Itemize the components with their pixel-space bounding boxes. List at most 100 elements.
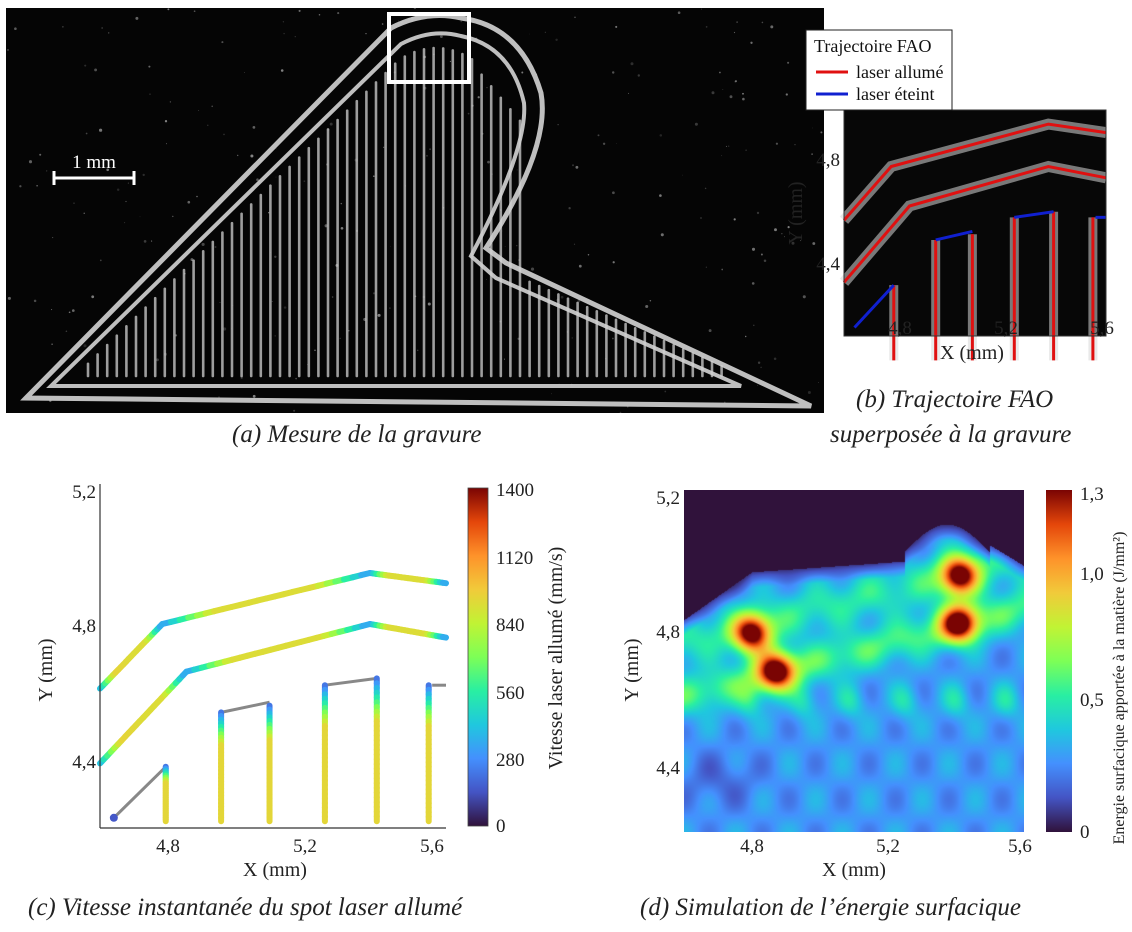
noise-speck [271, 301, 273, 303]
noise-speck [818, 382, 819, 384]
noise-speck [426, 154, 428, 157]
caption-b-line2: superposée à la gravure [830, 421, 1072, 448]
noise-speck [510, 401, 512, 402]
b-xtick-1: 4,8 [888, 318, 912, 339]
noise-speck [99, 128, 103, 132]
noise-speck [705, 26, 708, 28]
noise-speck [761, 21, 764, 24]
noise-speck [784, 236, 786, 238]
d-cbtick-3: 0,5 [1080, 690, 1104, 711]
noise-speck [294, 36, 296, 38]
noise-speck [84, 64, 87, 67]
engraving-photo: 1 mm [6, 6, 824, 414]
noise-speck [196, 242, 198, 244]
noise-speck [354, 158, 358, 162]
noise-speck [135, 16, 139, 20]
noise-speck [437, 290, 439, 292]
noise-speck [83, 212, 85, 214]
c-cbtick-2: 1120 [496, 548, 533, 569]
c-ytick-1: 5,2 [72, 482, 96, 503]
panel-a-engraving: 1 mm [6, 6, 824, 414]
noise-speck [711, 91, 715, 95]
noise-speck [46, 170, 48, 172]
noise-speck [742, 92, 744, 95]
d-colorbar [1046, 490, 1072, 832]
noise-speck [742, 97, 745, 101]
noise-speck [211, 105, 213, 108]
noise-speck [51, 309, 53, 311]
noise-speck [94, 68, 98, 72]
noise-speck [719, 71, 721, 74]
noise-speck [488, 271, 489, 273]
panel-d-energy-chart: 5,2 4,8 4,4 Y (mm) 4,8 5,2 5,6 X (mm) 1,… [610, 470, 1132, 890]
noise-speck [293, 409, 296, 412]
noise-speck [139, 216, 141, 218]
cam-move-off [935, 230, 973, 242]
panel-c-speed-chart: 4,8 5,2 5,6 X (mm) 5,2 4,8 4,4 Y (mm) 14… [0, 470, 570, 890]
noise-speck [163, 352, 167, 356]
noise-speck [274, 335, 276, 337]
noise-speck [756, 211, 760, 215]
noise-speck [52, 237, 54, 239]
noise-speck [535, 73, 538, 76]
d-ytick-3: 4,4 [656, 758, 680, 779]
scale-bar: 1 mm [52, 152, 136, 185]
noise-speck [573, 243, 576, 245]
noise-speck [127, 182, 129, 184]
noise-speck [36, 185, 38, 187]
noise-speck [30, 392, 32, 394]
noise-speck [628, 92, 630, 94]
noise-speck [331, 296, 334, 298]
noise-speck [190, 258, 194, 262]
d-ytick-1: 5,2 [656, 488, 680, 509]
noise-speck [611, 71, 615, 74]
cam-move-off [1014, 210, 1054, 219]
noise-speck [499, 209, 502, 211]
cam-move-off [853, 284, 895, 329]
speed-path-segment [439, 634, 449, 641]
noise-speck [85, 132, 88, 135]
noise-speck [401, 21, 403, 24]
noise-speck [244, 72, 245, 73]
noise-speck [156, 358, 159, 362]
noise-speck [728, 145, 730, 147]
noise-speck [682, 174, 683, 176]
noise-speck [575, 165, 579, 169]
caption-a: (a) Mesure de la gravure [232, 421, 482, 448]
noise-speck [172, 215, 174, 218]
noise-speck [566, 331, 568, 333]
noise-speck [124, 222, 126, 224]
noise-speck [467, 112, 470, 115]
c-cbtick-3: 840 [496, 615, 525, 636]
legend-title: Trajectoire FAO [814, 36, 931, 56]
noise-speck [751, 247, 756, 251]
noise-speck [659, 194, 662, 197]
start-point [109, 813, 118, 822]
legend-label-on: laser allumé [856, 62, 943, 82]
noise-speck [151, 240, 153, 242]
noise-speck [760, 253, 763, 256]
noise-speck [303, 180, 306, 183]
noise-speck [572, 164, 574, 167]
noise-speck [422, 295, 426, 299]
noise-speck [477, 96, 480, 99]
noise-speck [517, 337, 520, 341]
noise-speck [148, 65, 151, 68]
noise-speck [556, 298, 560, 302]
noise-speck [231, 327, 232, 329]
d-xtick-3: 5,6 [1008, 836, 1032, 857]
noise-speck [700, 217, 702, 219]
noise-speck [558, 383, 560, 385]
noise-speck [460, 20, 462, 23]
noise-speck [429, 148, 432, 151]
noise-speck [649, 300, 652, 302]
noise-speck [223, 133, 225, 136]
noise-speck [219, 302, 221, 303]
c-ytick-2: 4,8 [72, 616, 96, 637]
noise-speck [516, 245, 518, 247]
noise-speck [745, 149, 747, 152]
noise-speck [237, 154, 239, 157]
b-xtick-2: 5,2 [994, 318, 1018, 339]
noise-speck [704, 187, 707, 190]
noise-speck [372, 175, 375, 178]
